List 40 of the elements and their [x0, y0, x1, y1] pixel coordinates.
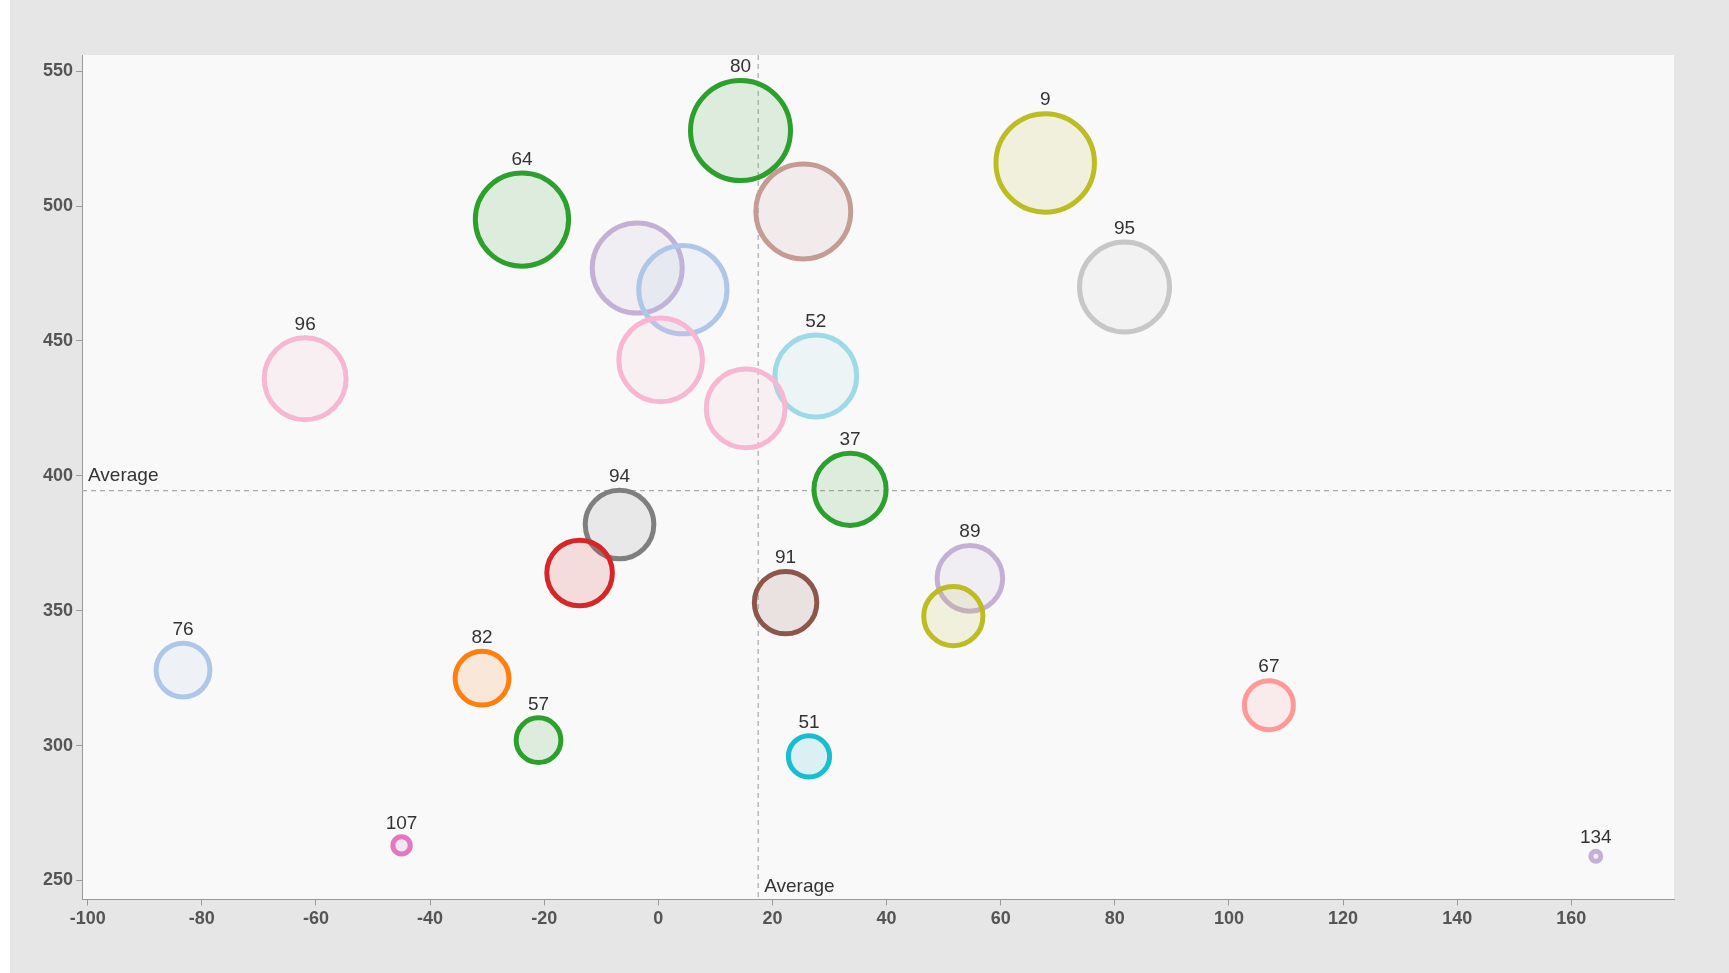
- annotation: 134: [1579, 825, 1613, 847]
- annotation: 57: [527, 692, 550, 714]
- annotation: 82: [471, 625, 493, 647]
- annotation: 37: [839, 428, 861, 450]
- annotation: 76: [172, 617, 194, 639]
- annotation: 91: [775, 546, 797, 568]
- x-tick-label: 140: [1442, 908, 1473, 929]
- y-tick-label: 250: [42, 869, 74, 890]
- ref-line-label: Average: [764, 875, 835, 897]
- x-tick-label: 60: [990, 908, 1011, 929]
- annotation: 80: [729, 55, 752, 77]
- annotation: 52: [805, 309, 827, 331]
- x-tick-label: -40: [417, 908, 444, 929]
- x-tick-label: 100: [1213, 908, 1244, 929]
- annotation: 51: [798, 710, 820, 732]
- x-tick-label: -60: [302, 908, 329, 929]
- x-tick-label: -20: [531, 908, 558, 929]
- annotation: 89: [959, 520, 981, 542]
- annotation: 96: [294, 312, 316, 334]
- annotation: 9: [1039, 88, 1051, 110]
- x-tick-label: 40: [876, 908, 897, 929]
- annotation: 94: [608, 464, 631, 486]
- x-tick-label: 120: [1328, 908, 1359, 929]
- y-tick-label: 550: [42, 60, 74, 81]
- annotation: 95: [1113, 216, 1136, 238]
- x-tick-label: 160: [1556, 908, 1587, 929]
- y-tick-label: 450: [42, 329, 74, 350]
- x-tick-label: 80: [1104, 908, 1125, 929]
- annotation: 64: [511, 147, 533, 169]
- ref-line-label: Average: [88, 464, 159, 486]
- annotation: 107: [385, 811, 418, 833]
- x-tick-label: -100: [69, 908, 106, 929]
- y-tick-label: 400: [42, 464, 74, 485]
- x-tick-label: 20: [762, 908, 783, 929]
- x-tick-label: -80: [188, 908, 215, 929]
- x-tick-label: 0: [653, 908, 664, 929]
- y-tick-label: 500: [42, 195, 74, 216]
- y-tick-label: 350: [42, 599, 74, 620]
- annotation: 67: [1258, 655, 1280, 677]
- y-tick-label: 300: [42, 734, 74, 755]
